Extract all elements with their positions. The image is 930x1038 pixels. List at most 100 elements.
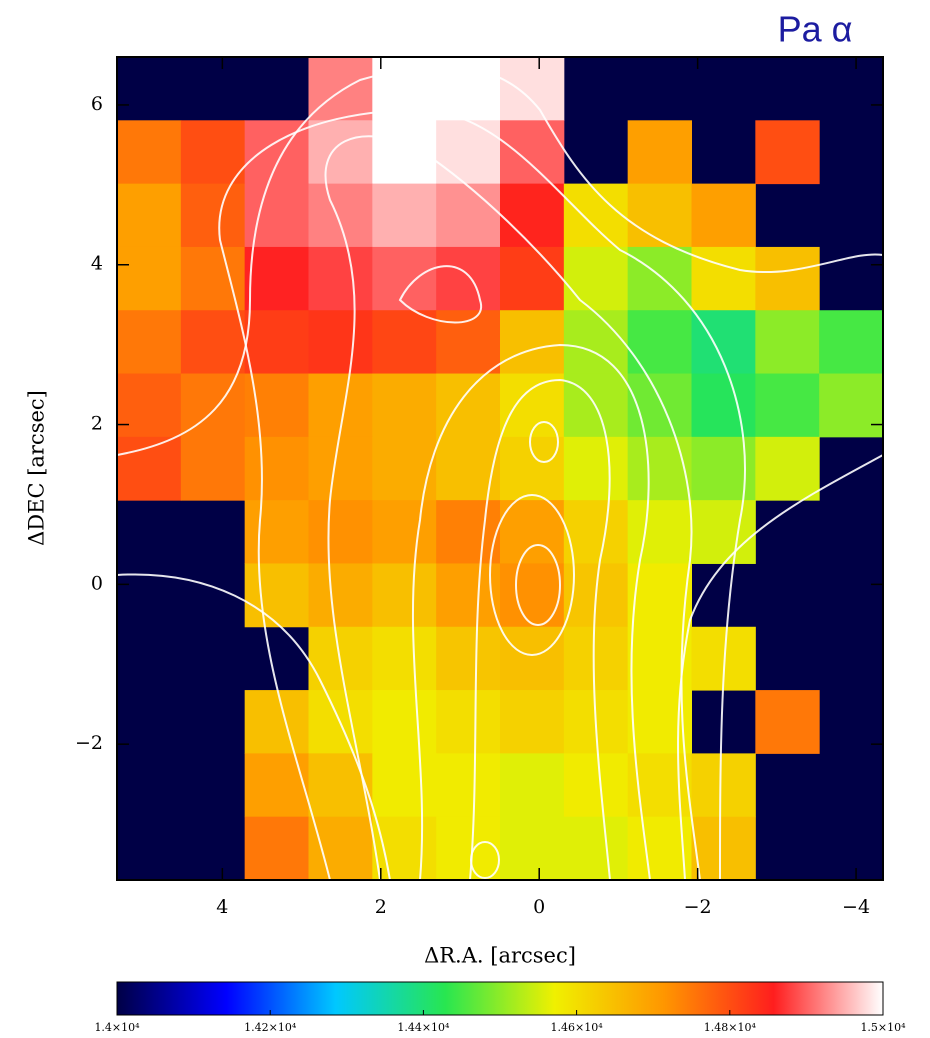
heatmap-cell <box>180 120 246 185</box>
heatmap-cell <box>436 753 501 818</box>
heatmap-cell <box>500 690 565 754</box>
contour <box>117 65 883 456</box>
colorbar-tick-label: 1.42×10⁴ <box>244 1021 297 1034</box>
heatmap-cell <box>500 563 565 628</box>
contour <box>677 454 883 880</box>
contour <box>218 108 746 880</box>
heatmap-cell <box>372 310 437 375</box>
x-tick-label: −2 <box>684 896 712 918</box>
heatmap-cell <box>500 120 565 185</box>
heatmap-cell <box>180 436 246 501</box>
heatmap-cell <box>244 816 309 880</box>
heatmap-cell <box>755 246 820 311</box>
colorbar <box>116 981 884 1016</box>
heatmap-cell <box>563 436 629 501</box>
contour <box>398 265 483 324</box>
heatmap-cell <box>180 310 246 375</box>
heatmap-cell <box>372 120 437 185</box>
heatmap-cell <box>691 183 756 248</box>
heatmap-cell <box>755 120 820 185</box>
heatmap-cell <box>819 373 883 438</box>
colorbar-tick-label: 1.46×10⁴ <box>551 1021 604 1034</box>
heatmap-cell <box>117 246 182 311</box>
heatmap-cell <box>755 310 820 375</box>
x-tick-label: −4 <box>842 896 870 918</box>
heatmap-cell <box>372 626 437 691</box>
heatmap-cell <box>691 246 756 311</box>
heatmap-cell <box>117 373 182 438</box>
heatmap-cell <box>627 310 692 375</box>
heatmap-cell <box>819 310 883 375</box>
colorbar-tick-label: 1.48×10⁴ <box>704 1021 757 1034</box>
heatmap-cell <box>244 563 309 628</box>
heatmap-cell <box>436 183 501 248</box>
heatmap-cell <box>627 373 692 438</box>
heatmap-cell <box>500 500 565 564</box>
heatmap-cell <box>436 436 501 501</box>
contour <box>489 494 575 656</box>
heatmap-cell <box>691 816 756 880</box>
heatmap-cell <box>436 626 501 691</box>
heatmap-cell <box>500 753 565 818</box>
heatmap-cell <box>563 753 629 818</box>
contour <box>515 544 561 626</box>
chart-title: Pa α <box>778 9 853 50</box>
heatmap-cell <box>755 373 820 438</box>
heatmap-cell <box>691 436 756 501</box>
heatmap-cell <box>500 57 565 121</box>
heatmap-cell <box>372 816 437 880</box>
heatmap-cell <box>500 246 565 311</box>
heatmap-cell <box>308 57 373 121</box>
heatmap-cell <box>180 373 246 438</box>
heatmap-cell <box>500 436 565 501</box>
heatmap-cell <box>436 816 501 880</box>
heatmap-cell <box>308 436 373 501</box>
heatmap-cell <box>627 500 692 564</box>
heatmap-cell <box>117 183 182 248</box>
colorbar-tick-label: 1.5×10⁴ <box>860 1021 906 1034</box>
heatmap-cell <box>244 246 309 311</box>
heatmap-cell <box>563 246 629 311</box>
y-tick-label: −2 <box>75 732 103 754</box>
x-tick-label: 0 <box>533 896 545 918</box>
heatmap-cell <box>372 690 437 754</box>
x-axis-label: ΔR.A. [arcsec] <box>424 944 576 968</box>
heatmap-cell <box>691 753 756 818</box>
heatmap-cell <box>500 310 565 375</box>
heatmap-cell <box>372 436 437 501</box>
contour <box>470 841 500 879</box>
heatmap-cell <box>244 753 309 818</box>
heatmap-cell <box>627 753 692 818</box>
x-tick-label: 4 <box>216 896 228 918</box>
heatmap-cell <box>691 373 756 438</box>
heatmap-cell <box>563 626 629 691</box>
heatmap-cell <box>627 436 692 501</box>
x-tick-label: 2 <box>375 896 387 918</box>
plot-frame <box>116 56 884 881</box>
contour <box>469 378 611 880</box>
y-tick-label: 4 <box>91 253 103 275</box>
heatmap-cell <box>436 246 501 311</box>
heatmap-cell <box>563 183 629 248</box>
heatmap-cell <box>308 500 373 564</box>
y-tick-label: 0 <box>91 572 103 594</box>
y-axis-label: ΔDEC [arcsec] <box>25 390 49 546</box>
heatmap-cell <box>372 563 437 628</box>
heatmap-cell <box>244 690 309 754</box>
heatmap-cell <box>244 436 309 501</box>
heatmap-cell <box>436 500 501 564</box>
y-tick-label: 2 <box>91 413 103 435</box>
y-tick-label: 6 <box>91 93 103 115</box>
heatmap-cell <box>308 310 373 375</box>
heatmap-cell <box>436 373 501 438</box>
heatmap-cell <box>500 816 565 880</box>
heatmap-cell <box>117 310 182 375</box>
heatmap-cell <box>244 500 309 564</box>
heatmap-cell <box>117 120 182 185</box>
heatmap-cell <box>244 373 309 438</box>
heatmap-cell <box>308 753 373 818</box>
contour <box>117 573 391 880</box>
heatmap-cell <box>308 183 373 248</box>
